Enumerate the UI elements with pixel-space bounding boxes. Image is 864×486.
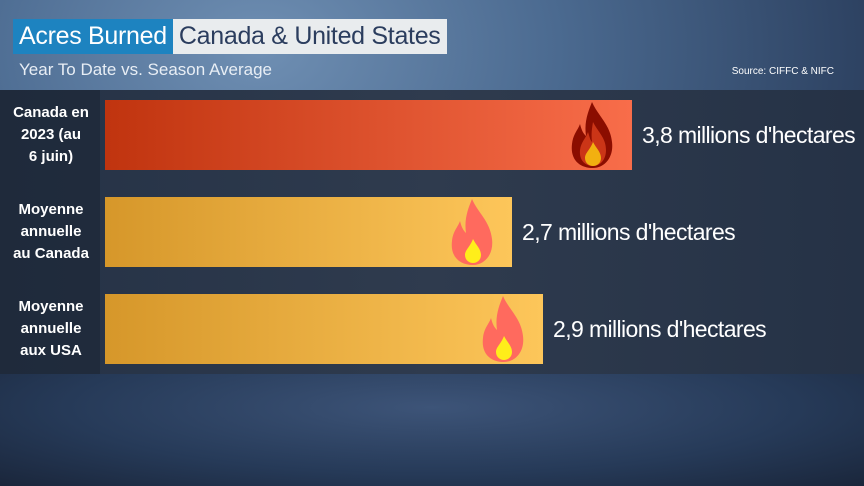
bar: [105, 100, 632, 170]
title-main: Canada & United States: [172, 19, 447, 54]
category-label-line: Moyenne: [18, 298, 84, 315]
category-label-line: Moyenne: [18, 201, 84, 218]
category-label-line: Canada en: [13, 104, 89, 121]
category-label-line: 6 juin): [28, 148, 74, 165]
flame-icon: [451, 199, 493, 265]
category-label: Canada en 2023 (au 6 juin): [0, 102, 102, 168]
bar: [105, 294, 543, 364]
source-note: Source: CIFFC & NIFC: [731, 66, 834, 77]
category-label: Moyenne annuelle aux USA: [0, 296, 102, 362]
category-label-line: annuelle: [20, 320, 82, 337]
background-bottom: [0, 374, 864, 486]
category-label-line: annuelle: [20, 223, 82, 240]
data-label: 3,8 millions d'hectares: [642, 122, 856, 148]
subtitle: Year To Date vs. Season Average: [19, 60, 272, 79]
data-label: 2,9 millions d'hectares: [553, 316, 767, 342]
title-row: Acres Burned Canada & United States: [13, 19, 447, 54]
category-label-line: 2023 (au: [20, 126, 82, 143]
category-label-line: aux USA: [20, 342, 82, 359]
flame-icon: [482, 296, 524, 362]
data-label: 2,7 millions d'hectares: [522, 219, 736, 245]
category-label-line: au Canada: [13, 245, 89, 262]
category-label: Moyenne annuelle au Canada: [0, 199, 102, 265]
flame-icon: [571, 102, 613, 168]
bar: [105, 197, 512, 267]
title-highlight: Acres Burned: [13, 19, 173, 54]
category-column: [0, 90, 100, 374]
